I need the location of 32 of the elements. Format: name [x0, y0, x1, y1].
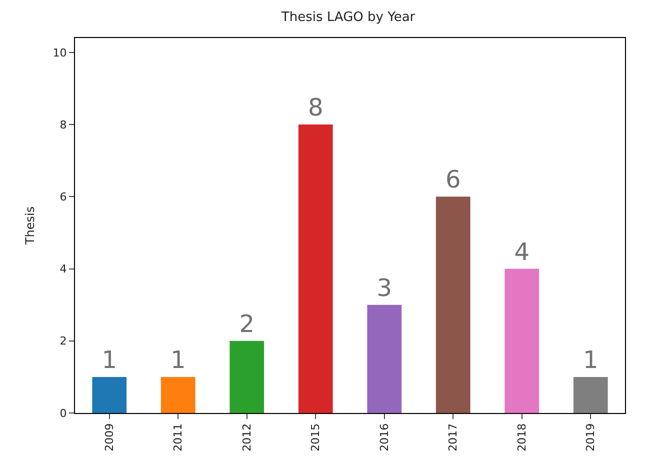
data-label: 3	[376, 274, 392, 302]
x-tick-label: 2018	[515, 423, 528, 452]
y-axis-title: Thesis	[23, 206, 38, 246]
x-tick-label: 2019	[584, 423, 598, 452]
x-tick-label: 2017	[446, 423, 460, 452]
bar	[298, 124, 333, 413]
chart-title: Thesis LAGO by Year	[280, 10, 416, 25]
y-tick-label: 6	[60, 190, 67, 204]
data-label: 2	[239, 310, 255, 338]
bar	[92, 376, 127, 413]
x-tick-label: 2015	[309, 423, 322, 452]
data-label: 8	[308, 94, 324, 122]
x-tick-label: 2012	[240, 423, 254, 452]
y-tick-label: 8	[60, 118, 67, 132]
data-label: 6	[445, 166, 461, 194]
data-label: 1	[170, 346, 186, 374]
bar	[504, 268, 540, 413]
bar	[573, 376, 608, 413]
bar	[230, 340, 264, 413]
x-tick-label: 2011	[172, 423, 185, 452]
bar	[367, 304, 402, 413]
data-label: 1	[582, 346, 598, 374]
data-label: 4	[514, 238, 530, 266]
y-tick-label: 2	[60, 334, 67, 348]
y-tick-label: 10	[52, 46, 67, 60]
bar	[160, 376, 196, 413]
x-tick-label: 2009	[102, 423, 116, 452]
y-tick-label: 0	[60, 406, 67, 420]
data-label: 1	[102, 346, 118, 374]
bar	[436, 196, 470, 413]
x-tick-label: 2016	[378, 423, 391, 452]
y-tick-label: 4	[60, 262, 67, 276]
